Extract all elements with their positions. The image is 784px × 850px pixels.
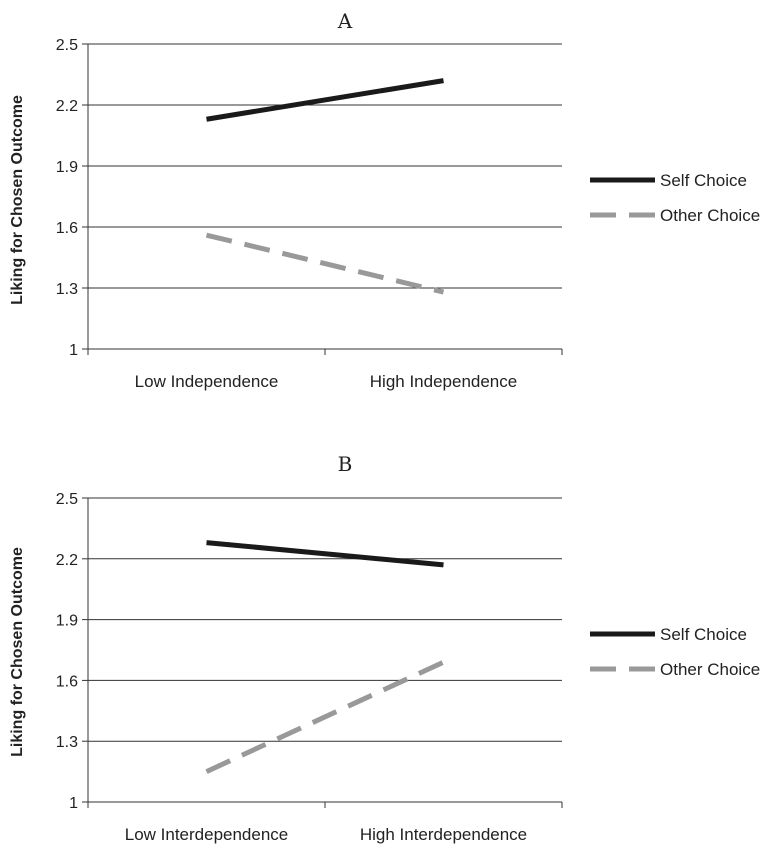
panel-a-y-tick-label: 2.2	[56, 98, 78, 115]
panel-a-legend-label-other-choice: Other Choice	[660, 206, 760, 225]
panel-b-legend-label-self-choice: Self Choice	[660, 625, 747, 644]
panel-a-title: A	[337, 9, 353, 33]
panel-b-x-category-label: High Interdependence	[360, 825, 527, 844]
panel-b: B Liking for Chosen Outcome 1 1.3 1.6 1.9 2.…	[9, 452, 760, 844]
panel-a-y-tick-label: 1	[69, 342, 78, 359]
panel-a-y-axis-label: Liking for Chosen Outcome	[9, 95, 26, 305]
panel-b-series-other-choice-line	[205, 659, 445, 774]
panel-b-y-tick-label: 1.3	[56, 734, 78, 751]
panel-a-y-tick-label: 1.3	[56, 281, 78, 298]
panel-a-x-category-label: High Independence	[370, 372, 517, 391]
panel-a: A Liking for Chosen Outcome 1 1.3 1.6 1.9 2.…	[9, 9, 760, 391]
panel-a-series-self-choice-line	[206, 78, 444, 122]
panel-b-y-tick-label: 1.9	[56, 613, 78, 630]
panel-b-x-category-label: Low Interdependence	[125, 825, 289, 844]
panel-b-y-tick-label: 1.6	[56, 673, 78, 690]
panel-a-y-tick-label: 1.6	[56, 220, 78, 237]
panel-b-y-tick-label: 2.2	[56, 552, 78, 569]
panel-b-title: B	[338, 452, 353, 476]
panel-b-y-tick-label: 1	[69, 795, 78, 812]
panel-a-x-category-label: Low Independence	[135, 372, 279, 391]
panel-b-legend-label-other-choice: Other Choice	[660, 660, 760, 679]
panel-a-y-tick-label: 1.9	[56, 159, 78, 176]
panel-a-y-tick-label: 2.5	[56, 37, 78, 54]
panel-a-series-other-choice-line	[205, 232, 445, 295]
panel-b-series-self-choice-line	[206, 540, 444, 568]
panel-a-legend-label-self-choice: Self Choice	[660, 171, 747, 190]
panel-b-y-axis-label: Liking for Chosen Outcome	[9, 547, 26, 757]
panel-b-y-tick-label: 2.5	[56, 491, 78, 508]
